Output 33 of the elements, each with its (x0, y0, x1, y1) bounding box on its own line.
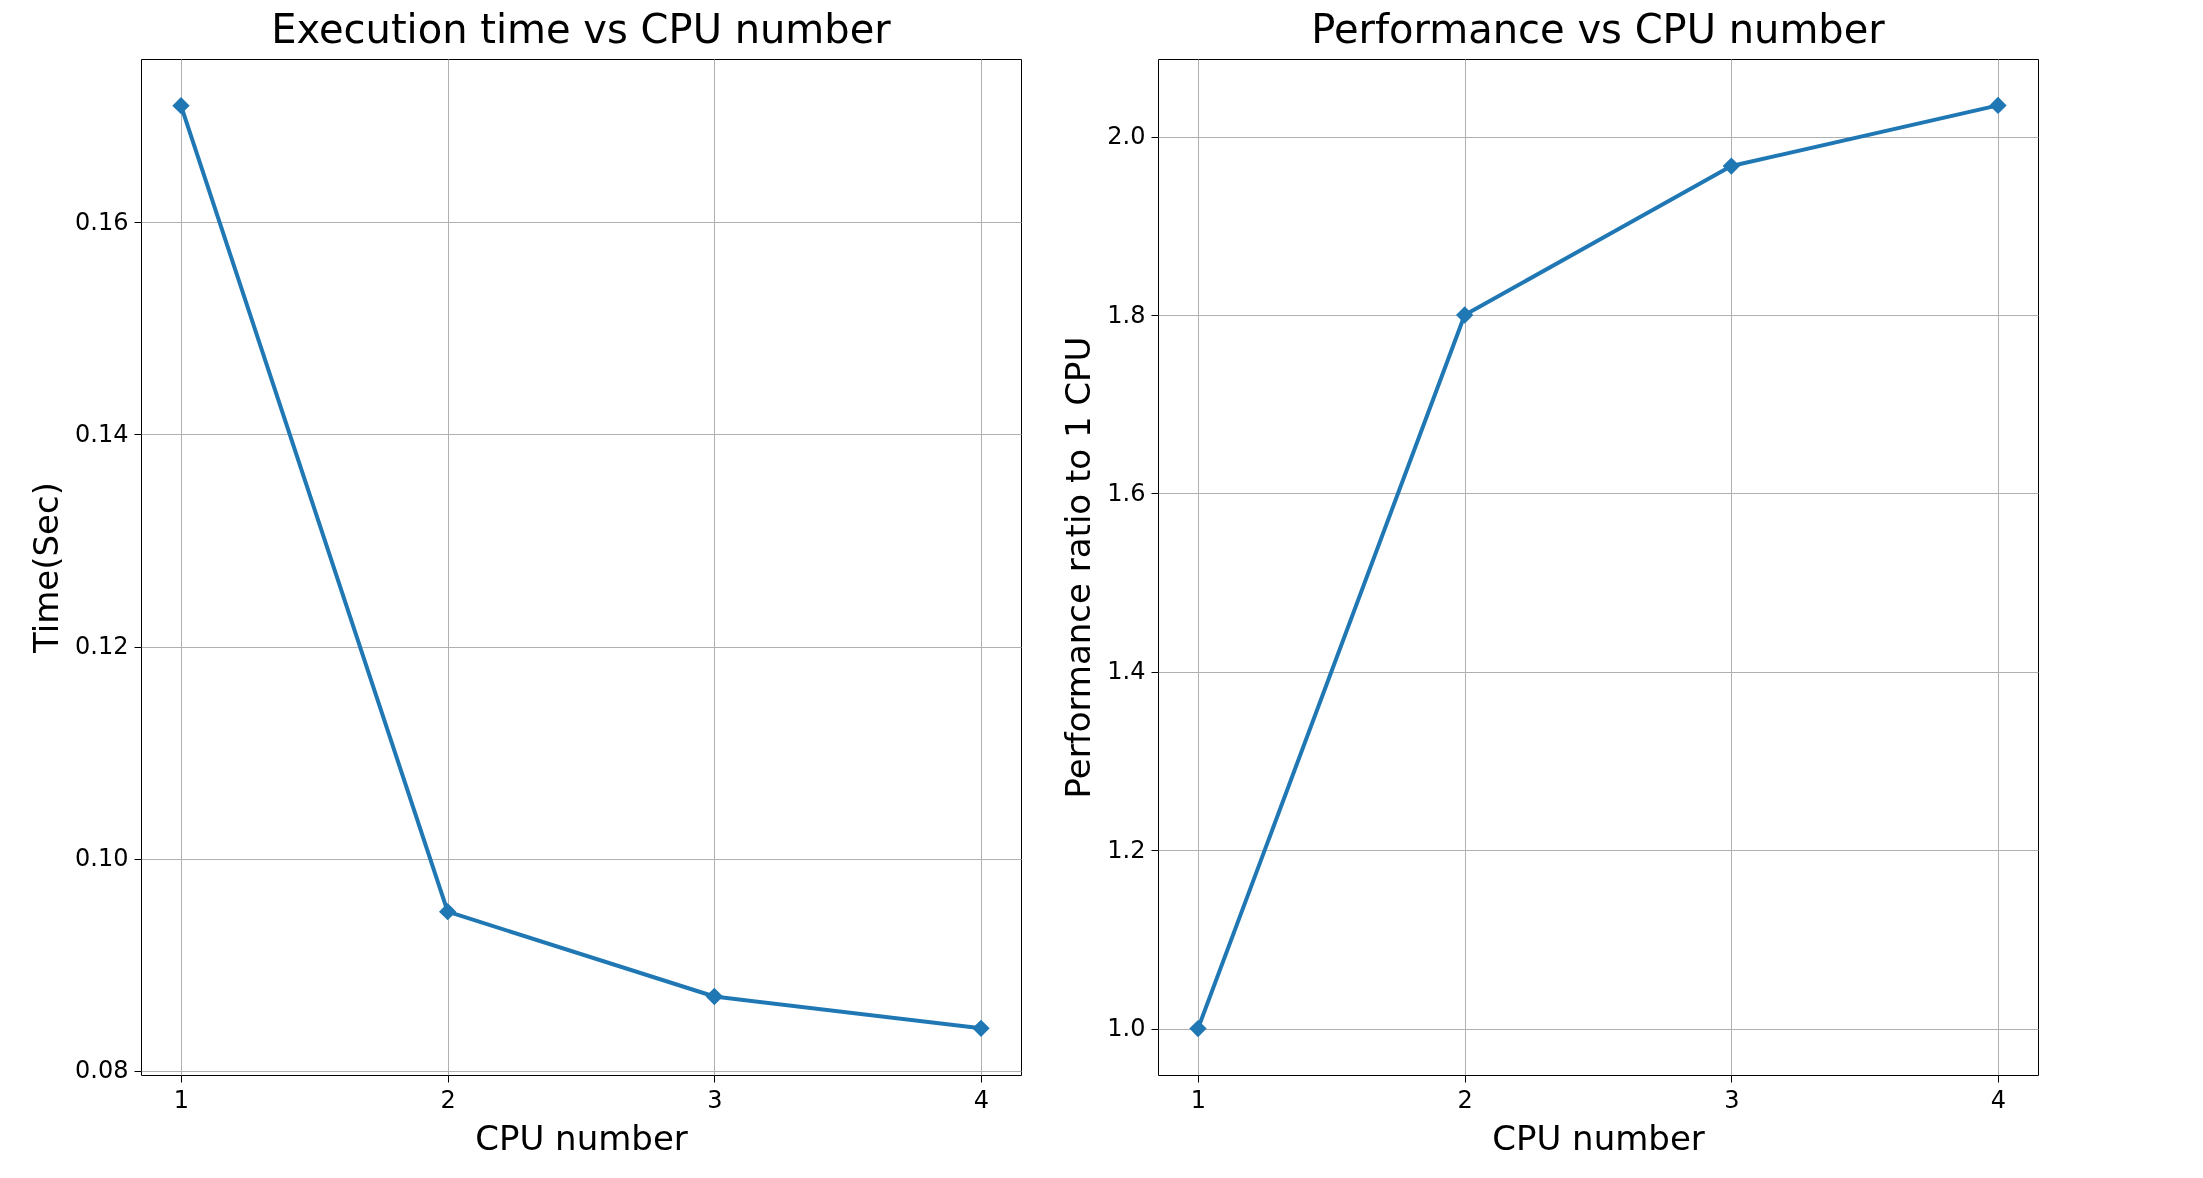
point (1989, 96, 2007, 115)
point (972, 1019, 990, 1037)
y-axis-title: Performance ratio to 1 CPU (1058, 336, 1099, 799)
y-tick-label: 1.0 (1107, 1014, 1146, 1043)
y-tick-label: 1.4 (1107, 657, 1146, 686)
y-tick-label: 0.12 (75, 632, 129, 661)
point (439, 903, 457, 921)
point (172, 97, 190, 115)
x-axis-title: CPU number (475, 1117, 688, 1158)
y-tick-label: 0.14 (75, 419, 129, 448)
x-tick-label: 1 (173, 1085, 190, 1114)
point (1456, 306, 1474, 324)
x-tick-label: 4 (973, 1085, 990, 1114)
y-tick-label: 1.8 (1107, 300, 1146, 329)
x-tick-label: 4 (1990, 1085, 2007, 1114)
chart-title: Performance vs CPU number (1311, 6, 1886, 52)
y-tick-label: 2.0 (1107, 122, 1146, 151)
x-tick-label: 1 (1190, 1085, 1207, 1114)
point (1189, 1019, 1207, 1038)
x-tick-label: 3 (707, 1085, 723, 1114)
y-tick-label: 0.08 (75, 1056, 129, 1085)
point (1722, 157, 1740, 175)
y-tick-label: 1.6 (1107, 478, 1146, 507)
x-tick-label: 2 (440, 1085, 456, 1114)
y-tick-label: 0.10 (75, 844, 129, 873)
x-axis-title: CPU number (1492, 1117, 1705, 1158)
chart-title: Execution time vs CPU number (271, 6, 892, 52)
y-tick-label: 1.2 (1107, 835, 1146, 864)
x-tick-label: 2 (1457, 1085, 1473, 1114)
x-tick-label: 3 (1724, 1085, 1740, 1114)
y-tick-label: 0.16 (75, 207, 129, 236)
y-axis-title: Time(Sec) (26, 482, 67, 654)
point (705, 987, 723, 1006)
